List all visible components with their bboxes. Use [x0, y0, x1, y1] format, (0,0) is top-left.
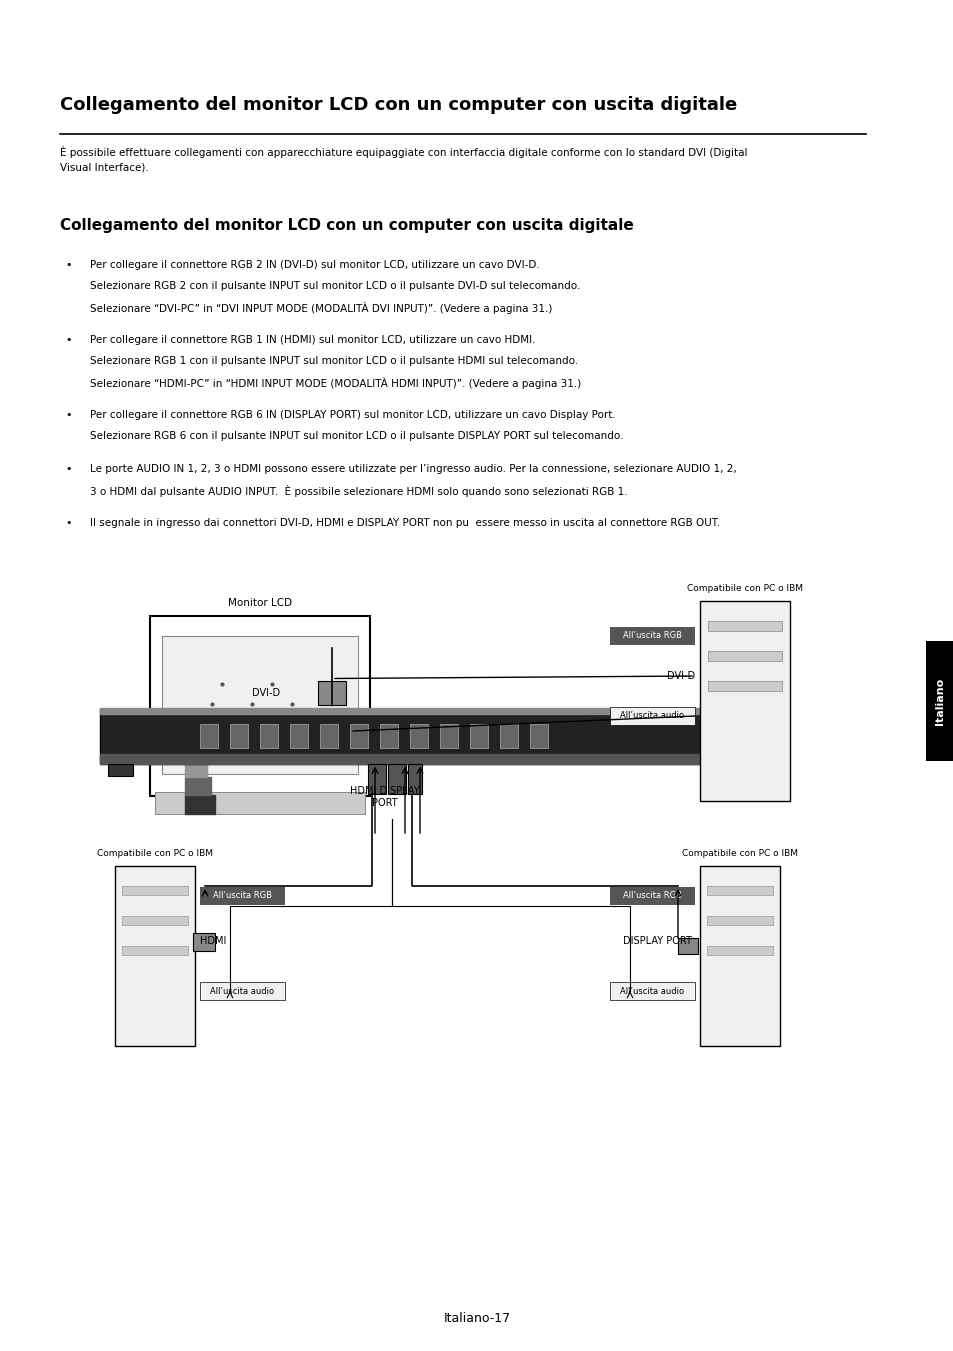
Text: All’uscita audio: All’uscita audio — [211, 986, 274, 996]
FancyBboxPatch shape — [707, 621, 781, 631]
FancyBboxPatch shape — [470, 724, 488, 748]
FancyBboxPatch shape — [350, 724, 368, 748]
Text: HDMI: HDMI — [200, 936, 226, 946]
FancyBboxPatch shape — [700, 866, 780, 1046]
FancyBboxPatch shape — [925, 640, 953, 761]
Polygon shape — [185, 796, 214, 815]
Polygon shape — [185, 758, 207, 777]
Text: •: • — [65, 335, 71, 345]
Text: DVI-D: DVI-D — [666, 671, 695, 681]
Text: Per collegare il connettore RGB 1 IN (HDMI) sul monitor LCD, utilizzare un cavo : Per collegare il connettore RGB 1 IN (HD… — [90, 335, 535, 345]
Text: All’uscita audio: All’uscita audio — [619, 986, 684, 996]
Text: È possibile effettuare collegamenti con apparecchiature equipaggiate con interfa: È possibile effettuare collegamenti con … — [60, 146, 747, 172]
FancyBboxPatch shape — [230, 724, 248, 748]
FancyBboxPatch shape — [707, 651, 781, 661]
FancyBboxPatch shape — [706, 916, 772, 925]
FancyBboxPatch shape — [609, 707, 695, 725]
Text: Selezionare “HDMI-PC” in “HDMI INPUT MODE (MODALITÀ HDMI INPUT)”. (Vedere a pagi: Selezionare “HDMI-PC” in “HDMI INPUT MOD… — [90, 377, 580, 389]
Text: All’uscita RGB: All’uscita RGB — [622, 892, 681, 901]
FancyBboxPatch shape — [100, 708, 780, 763]
Text: Le porte AUDIO IN 1, 2, 3 o HDMI possono essere utilizzate per l’ingresso audio.: Le porte AUDIO IN 1, 2, 3 o HDMI possono… — [90, 463, 736, 474]
FancyBboxPatch shape — [200, 724, 218, 748]
FancyBboxPatch shape — [122, 946, 188, 955]
FancyBboxPatch shape — [499, 724, 517, 748]
FancyBboxPatch shape — [678, 938, 698, 954]
Text: Selezionare “DVI-PC” in “DVI INPUT MODE (MODALITÀ DVI INPUT)”. (Vedere a pagina : Selezionare “DVI-PC” in “DVI INPUT MODE … — [90, 303, 552, 313]
Polygon shape — [100, 708, 780, 715]
FancyBboxPatch shape — [700, 601, 789, 801]
Text: Compatibile con PC o IBM: Compatibile con PC o IBM — [681, 848, 797, 858]
FancyBboxPatch shape — [122, 916, 188, 925]
Text: •: • — [65, 409, 71, 420]
Polygon shape — [100, 754, 780, 763]
Text: Collegamento del monitor LCD con un computer con uscita digitale: Collegamento del monitor LCD con un comp… — [60, 218, 633, 232]
FancyBboxPatch shape — [319, 724, 337, 748]
FancyBboxPatch shape — [706, 946, 772, 955]
Text: DVI-D: DVI-D — [252, 688, 280, 698]
FancyBboxPatch shape — [154, 792, 365, 815]
Text: Italiano-17: Italiano-17 — [443, 1313, 510, 1325]
Text: Il segnale in ingresso dai connettori DVI-D, HDMI e DISPLAY PORT non pu  essere : Il segnale in ingresso dai connettori DV… — [90, 517, 720, 528]
FancyBboxPatch shape — [379, 724, 397, 748]
Polygon shape — [185, 739, 203, 758]
Polygon shape — [185, 777, 211, 796]
FancyBboxPatch shape — [388, 763, 406, 793]
FancyBboxPatch shape — [707, 681, 781, 690]
FancyBboxPatch shape — [290, 724, 308, 748]
Text: Monitor LCD: Monitor LCD — [228, 598, 292, 608]
Text: •: • — [65, 517, 71, 528]
FancyBboxPatch shape — [408, 763, 421, 793]
Text: Compatibile con PC o IBM: Compatibile con PC o IBM — [97, 848, 213, 858]
FancyBboxPatch shape — [368, 763, 386, 793]
Text: Selezionare RGB 2 con il pulsante INPUT sul monitor LCD o il pulsante DVI-D sul : Selezionare RGB 2 con il pulsante INPUT … — [90, 281, 579, 290]
Text: HDMI DISPLAY
PORT: HDMI DISPLAY PORT — [350, 785, 419, 808]
Text: Per collegare il connettore RGB 2 IN (DVI-D) sul monitor LCD, utilizzare un cavo: Per collegare il connettore RGB 2 IN (DV… — [90, 259, 539, 270]
Text: All’uscita audio: All’uscita audio — [619, 712, 684, 720]
FancyBboxPatch shape — [200, 982, 285, 1000]
FancyBboxPatch shape — [150, 616, 370, 796]
Text: All’uscita RGB: All’uscita RGB — [622, 631, 681, 640]
FancyBboxPatch shape — [747, 763, 772, 775]
FancyBboxPatch shape — [122, 886, 188, 894]
Text: •: • — [65, 259, 71, 270]
FancyBboxPatch shape — [317, 681, 346, 705]
Text: 3 o HDMI dal pulsante AUDIO INPUT.  È possibile selezionare HDMI solo quando son: 3 o HDMI dal pulsante AUDIO INPUT. È pos… — [90, 485, 627, 497]
FancyBboxPatch shape — [162, 636, 357, 774]
Text: •: • — [65, 463, 71, 474]
Text: Italiano: Italiano — [934, 677, 944, 724]
FancyBboxPatch shape — [115, 866, 194, 1046]
FancyBboxPatch shape — [609, 627, 695, 644]
Text: Per collegare il connettore RGB 6 IN (DISPLAY PORT) sul monitor LCD, utilizzare : Per collegare il connettore RGB 6 IN (DI… — [90, 409, 615, 420]
FancyBboxPatch shape — [706, 886, 772, 894]
Text: DISPLAY PORT: DISPLAY PORT — [622, 936, 691, 946]
FancyBboxPatch shape — [260, 724, 277, 748]
FancyBboxPatch shape — [193, 934, 214, 951]
FancyBboxPatch shape — [530, 724, 547, 748]
FancyBboxPatch shape — [609, 982, 695, 1000]
Text: Collegamento del monitor LCD con un computer con uscita digitale: Collegamento del monitor LCD con un comp… — [60, 96, 737, 113]
FancyBboxPatch shape — [108, 763, 132, 775]
FancyBboxPatch shape — [439, 724, 457, 748]
Text: Selezionare RGB 1 con il pulsante INPUT sul monitor LCD o il pulsante HDMI sul t: Selezionare RGB 1 con il pulsante INPUT … — [90, 357, 578, 366]
Text: All’uscita RGB: All’uscita RGB — [213, 892, 272, 901]
Text: Compatibile con PC o IBM: Compatibile con PC o IBM — [686, 584, 802, 593]
FancyBboxPatch shape — [410, 724, 428, 748]
Text: Selezionare RGB 6 con il pulsante INPUT sul monitor LCD o il pulsante DISPLAY PO: Selezionare RGB 6 con il pulsante INPUT … — [90, 431, 623, 440]
FancyBboxPatch shape — [609, 888, 695, 905]
FancyBboxPatch shape — [200, 888, 285, 905]
